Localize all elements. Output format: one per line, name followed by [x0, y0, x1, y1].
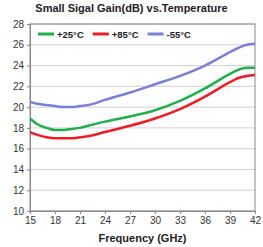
x-tick-label: 18: [50, 215, 62, 226]
x-axis-title: Frequency (GHz): [98, 232, 186, 244]
y-tick-label: 14: [13, 164, 25, 175]
plot-frame: [30, 24, 255, 211]
y-tick: 20: [13, 102, 30, 113]
legend-item: -55°C: [148, 29, 192, 40]
legend-swatch: [148, 33, 164, 36]
y-tick: 22: [13, 81, 30, 92]
y-tick-label: 20: [13, 102, 25, 113]
x-tick-label: 27: [125, 215, 137, 226]
x-tick-label: 30: [150, 215, 162, 226]
y-tick-label: 28: [13, 19, 25, 30]
chart-title: Small Sigal Gain(dB) vs.Temperature: [35, 2, 227, 14]
series-line: [30, 68, 255, 130]
grid-line: [30, 190, 255, 191]
x-tick: 21: [75, 211, 87, 226]
y-tick: 26: [13, 39, 30, 50]
legend-label: +25°C: [57, 29, 84, 40]
grid-line: [30, 127, 255, 128]
x-tick: 24: [100, 211, 112, 226]
y-tick: 24: [13, 60, 30, 71]
x-tick: 33: [175, 211, 187, 226]
series-line: [30, 44, 255, 107]
y-tick-label: 16: [13, 143, 25, 154]
y-tick-label: 26: [13, 39, 25, 50]
x-tick: 39: [225, 211, 237, 226]
x-tick-label: 39: [225, 215, 237, 226]
x-tick: 36: [200, 211, 212, 226]
legend-label: +85°C: [112, 29, 139, 40]
grid-line: [30, 169, 255, 170]
legend: +25°C +85°C -55°C: [38, 29, 191, 40]
y-tick: 16: [13, 143, 30, 154]
y-tick: 14: [13, 164, 30, 175]
x-axis-line: [31, 212, 256, 215]
series-group: [30, 44, 255, 139]
grid-line: [30, 148, 255, 149]
x-tick-label: 21: [75, 215, 87, 226]
x-tick: 30: [150, 211, 162, 226]
x-tick-label: 33: [175, 215, 187, 226]
x-tick-label: 24: [100, 215, 112, 226]
y-tick-label: 22: [13, 81, 25, 92]
y-tick: 10: [13, 206, 30, 217]
x-axis: 15 18 21 24 27 30 33 36 39 42: [25, 211, 262, 226]
y-tick: 28: [13, 19, 30, 30]
legend-item: +85°C: [93, 29, 139, 40]
grid-line: [30, 44, 255, 45]
x-tick-label: 42: [250, 215, 262, 226]
x-tick: 42: [250, 211, 262, 226]
x-tick: 27: [125, 211, 137, 226]
plot: 15 18 21 24 27 30 33 36 39 42 10 12 14 16 18 20 22 24 26 28…: [13, 19, 262, 226]
y-tick-label: 12: [13, 185, 25, 196]
x-tick: 18: [50, 211, 62, 226]
y-tick-label: 10: [13, 206, 25, 217]
y-tick: 12: [13, 185, 30, 196]
legend-item: +25°C: [38, 29, 84, 40]
legend-swatch: [93, 33, 109, 36]
x-tick: 15: [25, 211, 37, 226]
legend-swatch: [38, 33, 54, 36]
grid-line: [30, 65, 255, 66]
y-tick-label: 24: [13, 60, 25, 71]
legend-label: -55°C: [167, 29, 192, 40]
grid: [30, 24, 255, 211]
x-tick-label: 15: [25, 215, 37, 226]
y-tick: 18: [13, 123, 30, 134]
y-axis: 10 12 14 16 18 20 22 24 26 28: [13, 19, 31, 217]
y-tick-label: 18: [13, 123, 25, 134]
x-tick-label: 36: [200, 215, 212, 226]
